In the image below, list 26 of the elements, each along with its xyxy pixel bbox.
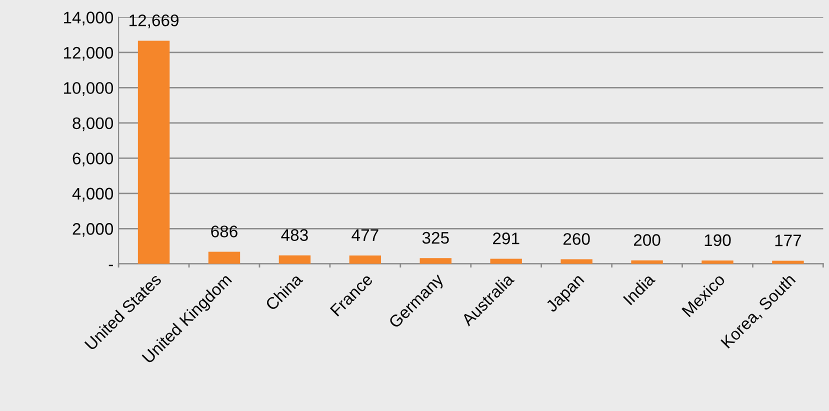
bar xyxy=(772,260,804,264)
data-label: 477 xyxy=(352,229,378,241)
y-tick-label: - xyxy=(108,264,113,266)
data-label: 177 xyxy=(775,234,802,246)
data-label: 12,669 xyxy=(130,14,178,28)
bar xyxy=(490,258,522,264)
data-label: 291 xyxy=(493,232,520,244)
data-label: 686 xyxy=(211,226,238,238)
y-tick-label: 6,000 xyxy=(72,152,114,166)
bar xyxy=(349,255,382,264)
y-tick-label: 12,000 xyxy=(64,46,114,61)
y-tick-label: 14,000 xyxy=(64,12,114,26)
y-tick-label: 4,000 xyxy=(72,188,114,202)
y-tick-label: 2,000 xyxy=(72,223,114,237)
bar xyxy=(208,252,240,264)
bar xyxy=(138,40,170,264)
data-label: 260 xyxy=(564,233,590,245)
data-label: 190 xyxy=(704,234,731,246)
y-tick-label: 10,000 xyxy=(64,82,114,96)
bar xyxy=(702,260,734,264)
bar xyxy=(278,255,311,264)
data-label: 325 xyxy=(422,232,449,244)
data-label: 483 xyxy=(281,229,308,241)
bar xyxy=(420,258,452,264)
data-label: 200 xyxy=(634,234,660,246)
y-tick-label: 8,000 xyxy=(72,117,114,132)
